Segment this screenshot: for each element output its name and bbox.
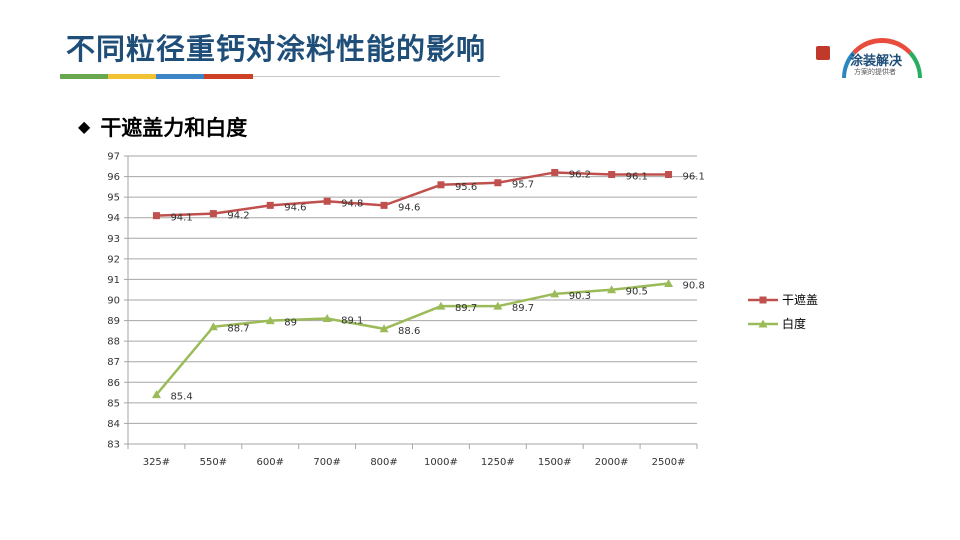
data-point-marker xyxy=(493,301,503,310)
data-label: 94.2 xyxy=(227,211,249,222)
x-tick-label: 325# xyxy=(143,457,170,468)
x-tick-label: 2500# xyxy=(652,457,686,468)
data-label: 89.7 xyxy=(512,303,534,314)
data-label: 88.6 xyxy=(398,326,420,337)
title-rule-segment xyxy=(108,74,156,79)
series-line xyxy=(155,282,669,396)
y-tick-label: 93 xyxy=(107,234,120,245)
legend-marker xyxy=(758,319,768,328)
y-tick-label: 87 xyxy=(107,357,120,368)
title-rule-line xyxy=(253,76,500,77)
data-point-marker xyxy=(379,324,389,333)
data-point-marker xyxy=(380,201,388,209)
data-label: 89 xyxy=(284,318,297,329)
data-label: 90.8 xyxy=(683,281,705,292)
y-tick-label: 97 xyxy=(107,152,120,163)
company-logo: 涂装解决 方案的提供者 xyxy=(816,38,926,78)
x-tick-label: 2000# xyxy=(595,457,629,468)
section-heading: ◆ 干遮盖力和白度 xyxy=(78,112,247,142)
y-tick-label: 94 xyxy=(107,213,120,224)
series-line xyxy=(156,171,669,217)
data-point-marker xyxy=(151,390,161,399)
y-tick-label: 96 xyxy=(107,172,120,183)
data-label: 96.1 xyxy=(626,172,648,183)
legend-label: 干遮盖 xyxy=(782,292,818,307)
data-label: 94.1 xyxy=(170,213,192,224)
y-tick-label: 90 xyxy=(107,296,120,307)
x-tick-label: 1000# xyxy=(424,457,458,468)
y-tick-label: 88 xyxy=(107,337,120,348)
data-label: 88.7 xyxy=(227,324,249,335)
data-point-marker xyxy=(208,322,218,331)
y-tick-label: 95 xyxy=(107,193,120,204)
data-point-marker xyxy=(323,197,331,205)
data-point-marker xyxy=(551,168,559,176)
slide-title: 不同粒径重钙对涂料性能的影响 xyxy=(66,32,487,66)
y-tick-label: 83 xyxy=(107,440,120,451)
title-rule-segment xyxy=(156,74,204,79)
section-title: 干遮盖力和白度 xyxy=(100,116,248,140)
title-rule-segment xyxy=(204,74,253,79)
x-tick-label: 600# xyxy=(257,457,284,468)
x-tick-label: 1500# xyxy=(538,457,572,468)
data-point-marker xyxy=(494,179,502,187)
data-point-marker xyxy=(152,212,160,220)
data-point-marker xyxy=(209,210,217,218)
data-label: 94.6 xyxy=(284,202,306,213)
data-point-marker xyxy=(665,171,673,179)
data-point-marker xyxy=(437,181,445,189)
data-point-marker xyxy=(436,301,446,310)
y-tick-label: 86 xyxy=(107,378,120,389)
data-label: 89.1 xyxy=(341,316,363,327)
y-tick-label: 92 xyxy=(107,254,120,265)
title-rule-segment xyxy=(60,74,108,79)
y-tick-label: 85 xyxy=(107,398,120,409)
data-point-marker xyxy=(664,279,674,288)
data-point-marker xyxy=(265,316,275,325)
data-label: 96.2 xyxy=(569,169,591,180)
data-label: 95.6 xyxy=(455,182,477,193)
y-tick-label: 89 xyxy=(107,316,120,327)
title-underline xyxy=(60,74,500,79)
logo-brand-text: 涂装解决 xyxy=(850,54,903,69)
logo-mark-icon xyxy=(816,46,830,60)
y-tick-label: 91 xyxy=(107,275,120,286)
data-label: 96.1 xyxy=(683,172,705,183)
data-point-marker xyxy=(266,201,274,209)
data-label: 94.6 xyxy=(398,202,420,213)
data-label: 94.8 xyxy=(341,198,363,209)
data-label: 90.5 xyxy=(626,287,648,298)
data-label: 90.3 xyxy=(569,291,591,302)
x-tick-label: 700# xyxy=(313,457,340,468)
data-point-marker xyxy=(607,285,617,294)
data-label: 89.7 xyxy=(455,303,477,314)
legend-marker xyxy=(759,296,767,304)
logo-slogan-text: 方案的提供者 xyxy=(854,68,896,76)
x-tick-label: 550# xyxy=(200,457,227,468)
x-tick-label: 1250# xyxy=(481,457,515,468)
diamond-icon: ◆ xyxy=(78,117,91,136)
data-point-marker xyxy=(322,314,332,323)
x-tick-label: 800# xyxy=(370,457,397,468)
data-point-marker xyxy=(550,289,560,298)
data-point-marker xyxy=(608,171,616,179)
legend-label: 白度 xyxy=(782,316,806,331)
data-label: 95.7 xyxy=(512,180,534,191)
y-tick-label: 84 xyxy=(107,419,120,430)
data-label: 85.4 xyxy=(170,392,192,403)
